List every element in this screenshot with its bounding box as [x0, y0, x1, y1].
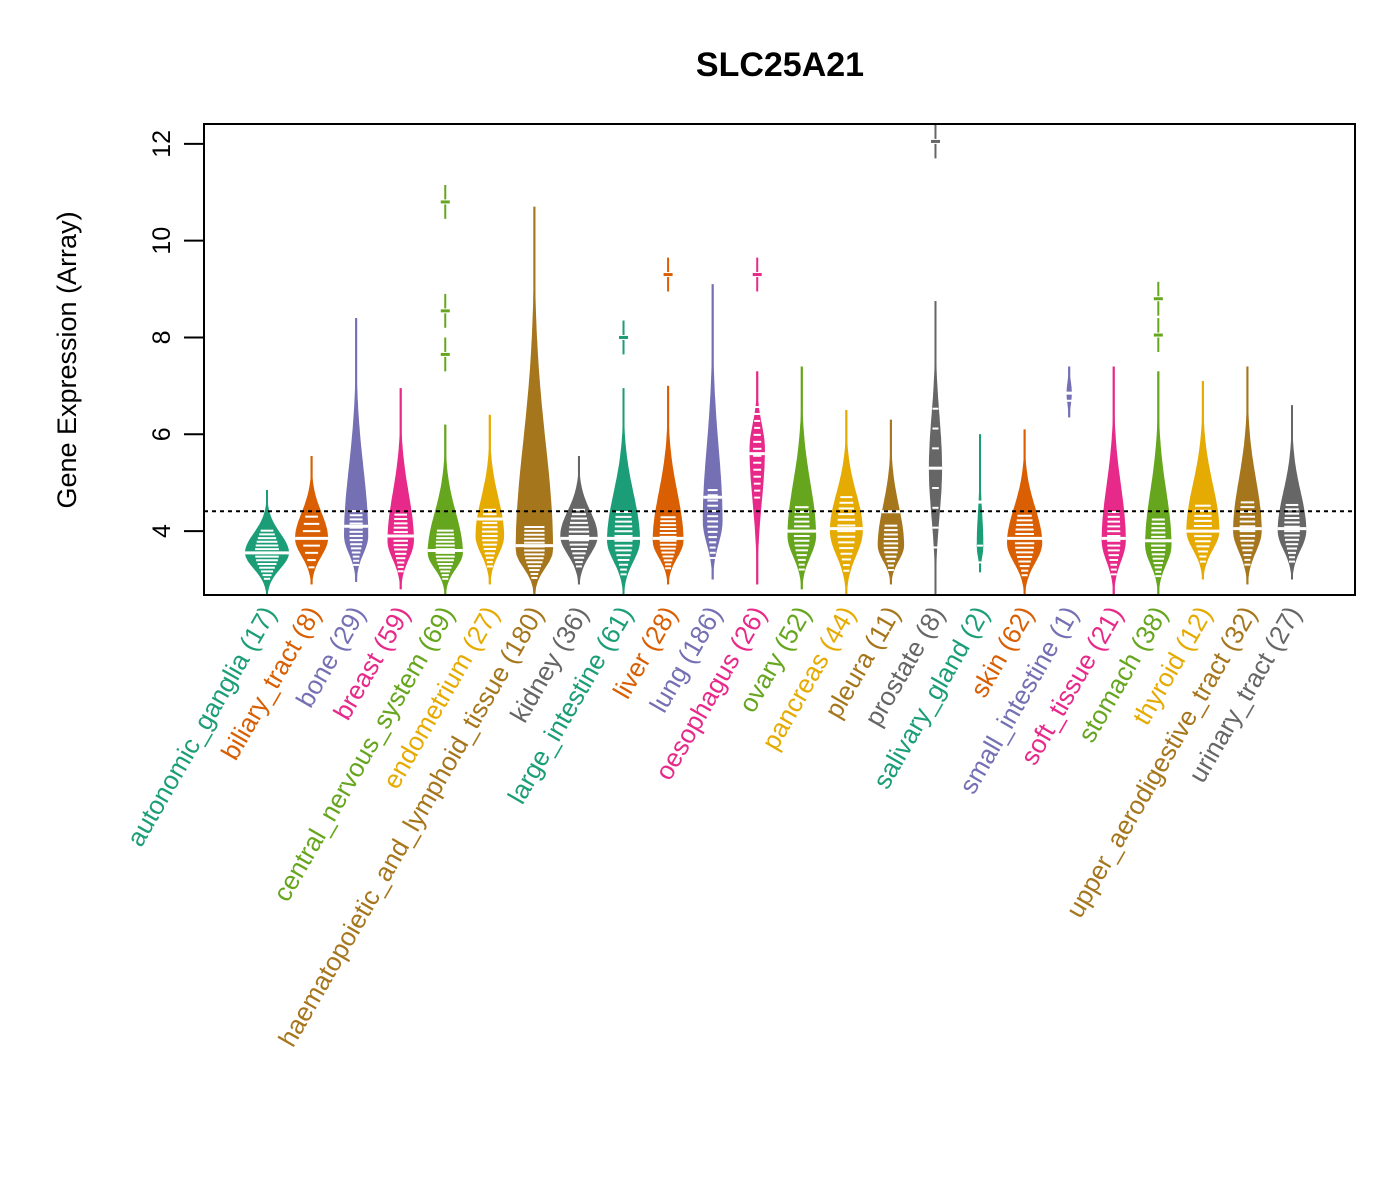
y-axis: 4 6 8 10 12: [148, 130, 205, 538]
violin-body: [515, 206, 554, 595]
outlier-point: [662, 272, 674, 278]
y-tick-label: 12: [148, 130, 176, 158]
violin-small_intestine: [1065, 366, 1074, 418]
violin-stomach: [1145, 281, 1172, 595]
violin-body: [295, 456, 329, 585]
violin-body: [1145, 371, 1172, 594]
y-tick-label: 8: [148, 331, 176, 345]
chart-title: SLC25A21: [696, 46, 864, 84]
violin-endometrium: [475, 414, 505, 585]
outlier-point: [439, 308, 451, 314]
violin-haematopoietic_and_lymphoid_tissue: [515, 206, 554, 595]
violin-bone: [344, 318, 369, 582]
outlier-point: [1152, 332, 1164, 338]
violin-oesophagus: [749, 257, 765, 585]
violin-salivary_gland: [976, 434, 985, 573]
violin-pancreas: [829, 410, 863, 595]
y-tick-label: 4: [148, 524, 176, 538]
violin-breast: [387, 388, 414, 590]
outlier-point: [618, 334, 630, 340]
outlier-point: [439, 199, 451, 205]
outlier-point: [751, 272, 763, 278]
violin-large_intestine: [607, 320, 641, 595]
outlier-point: [1152, 296, 1164, 302]
violin-body: [475, 414, 505, 585]
violin-prostate: [928, 124, 943, 595]
violin-pleura: [877, 419, 905, 585]
violin-body: [749, 371, 765, 585]
y-tick-label: 6: [148, 427, 176, 441]
violin-body: [787, 366, 817, 590]
violin-central_nervous_system: [427, 184, 463, 595]
violin-upper_aerodigestive_tract: [1233, 366, 1262, 585]
outlier-point: [929, 138, 941, 144]
violin-autonomic_ganglia: [245, 489, 289, 595]
violin-body: [387, 388, 414, 590]
y-tick-label: 10: [148, 227, 176, 255]
violin-lung: [702, 284, 723, 580]
y-axis-label: Gene Expression (Array): [52, 211, 82, 508]
outlier-point: [439, 351, 451, 357]
violin-thyroid: [1186, 381, 1220, 580]
violin-ovary: [787, 366, 817, 590]
violin-body: [560, 456, 598, 585]
violin-skin: [1007, 429, 1043, 595]
violins-group: [245, 124, 1307, 595]
violin-body: [1007, 429, 1043, 594]
violin-urinary_tract: [1277, 405, 1307, 580]
violin-body: [652, 385, 684, 585]
violin-body: [607, 388, 640, 594]
violin-liver: [652, 257, 684, 585]
violin-kidney: [560, 456, 598, 585]
violin-biliary_tract: [295, 456, 329, 585]
